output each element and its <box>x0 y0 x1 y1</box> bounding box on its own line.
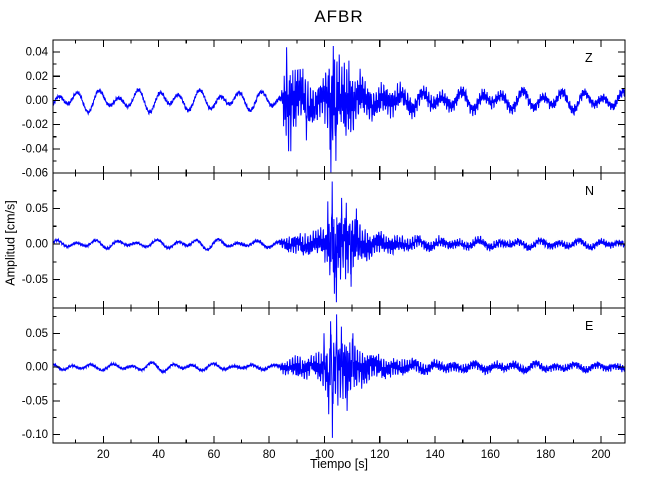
x-tick-label: 60 <box>208 449 221 461</box>
x-tick-label: 140 <box>425 449 444 461</box>
x-tick-label: 40 <box>152 449 165 461</box>
x-tick-label: 20 <box>97 449 110 461</box>
x-tick-label: 180 <box>536 449 555 461</box>
panel-label-e: E <box>585 319 593 333</box>
x-axis-title: Tiempo [s] <box>310 457 368 471</box>
x-tick-label: 120 <box>370 449 389 461</box>
y-tick-label: -0.05 <box>22 395 48 407</box>
x-tick-label: 80 <box>263 449 276 461</box>
y-tick-label: 0.02 <box>26 71 48 83</box>
y-tick-label: 0.00 <box>26 239 48 251</box>
waveform-trace-n <box>53 181 625 303</box>
y-tick-label: -0.04 <box>22 143 49 155</box>
x-tick-label: 100 <box>315 449 334 461</box>
y-tick-label: 0.00 <box>26 362 48 374</box>
y-tick-label: -0.10 <box>22 429 48 441</box>
y-tick-label: -0.02 <box>22 119 48 131</box>
y-tick-label: -0.06 <box>22 168 48 180</box>
y-tick-label: 0.05 <box>26 328 48 340</box>
panel-frame-e <box>52 307 626 444</box>
y-tick-label: 0.04 <box>26 47 49 59</box>
waveform-trace-e <box>53 314 625 438</box>
waveform-trace-z <box>53 45 625 173</box>
x-tick-label: 160 <box>481 449 500 461</box>
y-tick-label: -0.05 <box>22 274 48 286</box>
plot-title: AFBR <box>314 7 364 26</box>
x-tick-label: 200 <box>591 449 610 461</box>
y-tick-label: 0.05 <box>26 203 48 215</box>
y-tick-label: 0.00 <box>26 95 48 107</box>
panel-label-z: Z <box>585 51 593 65</box>
panel-label-n: N <box>585 184 594 198</box>
